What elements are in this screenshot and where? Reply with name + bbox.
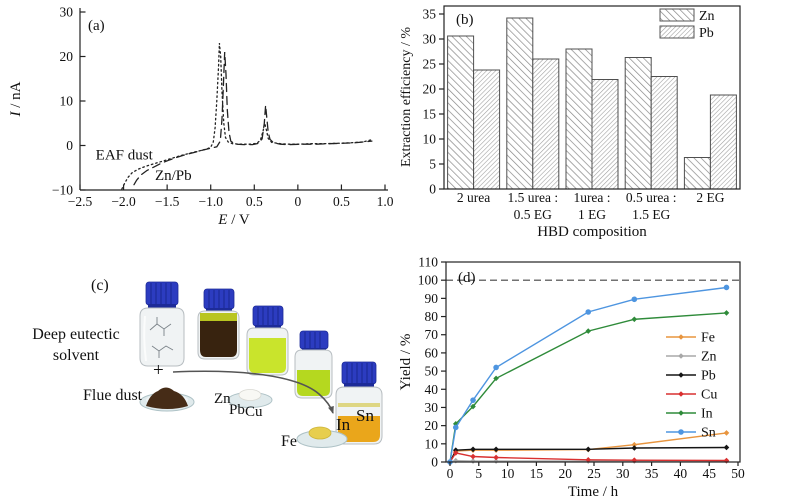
svg-text:Extraction efficiency / %: Extraction efficiency / % [399,27,414,167]
svg-text:Zn/Pb: Zn/Pb [155,168,192,184]
svg-text:−10: −10 [52,183,73,198]
fe-powder-dish [296,426,348,448]
flue-dust-label: Flue dust [83,387,143,404]
svg-text:100: 100 [418,273,439,288]
panel-c-illustration [139,281,383,448]
svg-text:0.5 EG: 0.5 EG [514,207,552,222]
svg-text:−1.5: −1.5 [155,194,180,209]
svg-text:35: 35 [423,7,437,22]
svg-text:30: 30 [425,400,439,415]
svg-text:50: 50 [731,466,745,481]
pb-label: Pb [229,402,245,418]
svg-text:2 EG: 2 EG [696,190,724,205]
svg-text:10: 10 [425,436,439,451]
svg-text:70: 70 [425,327,439,342]
zn-label: Zn [214,391,231,407]
svg-text:1urea :: 1urea : [573,190,610,205]
svg-text:E / V: E / V [217,212,250,228]
svg-text:30: 30 [423,32,437,47]
sn-label: Sn [356,406,374,425]
svg-text:40: 40 [674,466,688,481]
svg-text:20: 20 [425,418,439,433]
panel-b-chart: 2 urea 1.5 urea : 0.5 EG 1urea : 1 EG 0.5 ure… [399,5,741,240]
panel-c-label: (c) [91,277,109,294]
svg-text:110: 110 [418,255,438,270]
svg-text:Time / h: Time / h [568,484,619,500]
svg-text:10: 10 [501,466,515,481]
svg-text:(a): (a) [88,18,105,34]
svg-text:1 EG: 1 EG [578,207,606,222]
svg-text:80: 80 [425,309,439,324]
deep-eutectic-solvent-label: Deep eutectic solvent [32,326,120,364]
svg-text:45: 45 [702,466,716,481]
svg-text:35: 35 [645,466,659,481]
svg-text:Sn: Sn [701,426,716,441]
svg-text:Yield / %: Yield / % [398,334,414,391]
svg-text:In: In [701,407,713,422]
svg-text:1.5 EG: 1.5 EG [632,207,670,222]
svg-text:60: 60 [425,345,439,360]
cu-label: Cu [245,404,263,420]
plus-sign: + [153,360,164,381]
green-solution-bottle [246,305,289,376]
svg-text:−1.0: −1.0 [198,194,223,209]
svg-text:0.5: 0.5 [246,194,263,209]
svg-text:1.5 urea :: 1.5 urea : [507,190,558,205]
svg-text:EAF dust: EAF dust [96,148,154,164]
flue-dust-dish [139,387,195,412]
svg-text:25: 25 [587,466,601,481]
svg-text:50: 50 [425,364,439,379]
svg-text:2 urea: 2 urea [457,190,490,205]
svg-text:15: 15 [423,107,437,122]
in-label: In [336,415,351,434]
svg-text:0: 0 [429,182,436,197]
dark-leachate-bottle [197,288,240,360]
svg-text:40: 40 [425,382,439,397]
panel-a: −10 0 10 20 30 −2.5 −2.0 −1.5 −1.0 0.5 0 0.5 1.0 EAF … [0,0,394,248]
svg-text:30: 30 [60,5,74,20]
panel-b: 2 urea 1.5 urea : 0.5 EG 1urea : 1 EG 0.5 ure… [394,0,788,248]
svg-text:20: 20 [423,82,437,97]
svg-text:15: 15 [530,466,544,481]
svg-text:−2.0: −2.0 [111,194,136,209]
panel-d-chart: 0 5 10 15 20 25 30 35 40 45 50 0 10 20 30 40 50 60 70 80 90 1… [398,255,745,500]
svg-text:Zn: Zn [699,9,715,24]
svg-text:20: 20 [60,49,74,64]
svg-text:Pb: Pb [699,26,714,41]
svg-text:5: 5 [429,157,436,172]
svg-text:Pb: Pb [701,369,716,384]
znpbcu-powder-dish [227,389,273,408]
svg-text:HBD composition: HBD composition [537,224,647,240]
svg-text:25: 25 [423,57,437,72]
svg-text:Cu: Cu [701,388,717,403]
svg-text:5: 5 [475,466,482,481]
svg-text:Fe: Fe [701,331,715,346]
svg-text:(d): (d) [458,270,476,286]
svg-text:0: 0 [431,455,438,470]
svg-text:90: 90 [425,291,439,306]
panel-c: (c) Deep eutectic solvent + Flue dust Zn… [0,250,400,500]
svg-text:10: 10 [60,94,74,109]
process-arrow [172,370,334,414]
svg-text:0.5: 0.5 [333,194,350,209]
small-green-bottle [294,330,333,399]
svg-text:20: 20 [558,466,572,481]
chemical-structure-sketch [149,317,174,358]
svg-text:10: 10 [423,132,437,147]
svg-text:30: 30 [616,466,630,481]
svg-text:(b): (b) [456,12,474,28]
svg-text:I / nA: I / nA [8,81,24,117]
svg-text:0: 0 [294,194,301,209]
svg-text:−2.5: −2.5 [68,194,93,209]
fe-label: Fe [281,433,297,450]
des-bottle [139,281,185,367]
svg-text:0: 0 [447,466,454,481]
svg-text:0: 0 [66,138,73,153]
panel-d: 0 5 10 15 20 25 30 35 40 45 50 0 10 20 30 40 50 60 70 80 90 1… [394,250,788,500]
svg-text:Zn: Zn [701,350,717,365]
svg-text:1.0: 1.0 [377,194,394,209]
svg-text:0.5 urea :: 0.5 urea : [626,190,677,205]
panel-a-chart: −10 0 10 20 30 −2.5 −2.0 −1.5 −1.0 0.5 0 0.5 1.0 EAF … [8,5,394,229]
